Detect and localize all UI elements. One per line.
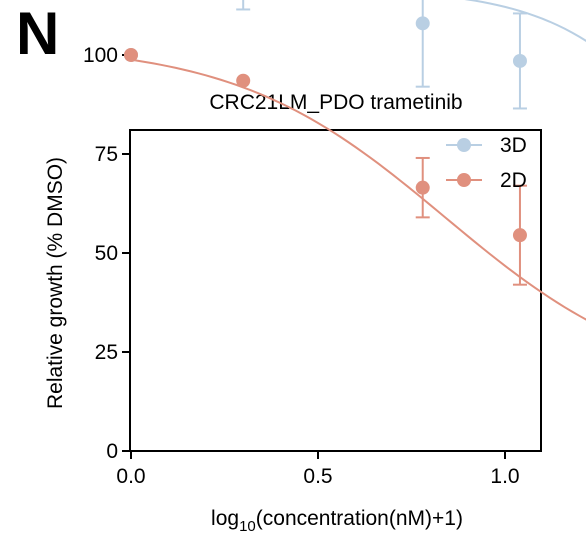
- legend-label-2D: 2D: [500, 169, 527, 192]
- legend-marker-3D: [457, 138, 471, 152]
- panel-label: N: [16, 0, 60, 67]
- fit-curves: [130, 0, 586, 321]
- y-tick-label: 75: [95, 143, 118, 166]
- error-bar-3D: [236, 0, 251, 11]
- error-bar-3D: [415, 0, 430, 88]
- plot-frame: [129, 129, 542, 452]
- x-axis-title-log: log: [211, 507, 239, 530]
- data-point-2D: [124, 48, 138, 62]
- data-points: [124, 16, 527, 243]
- chart-title: CRC21LM_PDO trametinib: [209, 91, 462, 114]
- data-point-3D: [415, 16, 430, 31]
- x-tick-label: 1.0: [490, 465, 519, 488]
- x-tick-label: 0.0: [116, 465, 145, 488]
- data-point-2D: [415, 180, 430, 195]
- y-tick-label: 100: [83, 44, 118, 67]
- fit-curve-2D: [130, 58, 586, 321]
- error-bars: [236, 0, 527, 286]
- data-point-2D: [512, 228, 527, 243]
- data-point-2D: [236, 73, 251, 88]
- x-axis-title: log10(concentration(nM)+1): [211, 507, 463, 535]
- y-tick-label: 25: [95, 341, 118, 364]
- legend: 3D 2D: [446, 134, 527, 192]
- y-tick-label: 50: [95, 242, 118, 265]
- x-axis-title-subscript: 10: [239, 518, 256, 535]
- legend-label-3D: 3D: [500, 134, 527, 157]
- y-axis-title: Relative growth (% DMSO): [44, 157, 67, 409]
- legend-marker-2D: [457, 173, 471, 187]
- fit-curve-3D: [464, 0, 586, 43]
- axes: 02550751001251500.00.51.01.52.0: [83, 44, 542, 488]
- y-tick-label: 0: [106, 440, 118, 463]
- data-point-3D: [512, 53, 527, 68]
- x-tick-label: 0.5: [303, 465, 332, 488]
- x-axis-title-rest: (concentration(nM)+1): [256, 507, 463, 530]
